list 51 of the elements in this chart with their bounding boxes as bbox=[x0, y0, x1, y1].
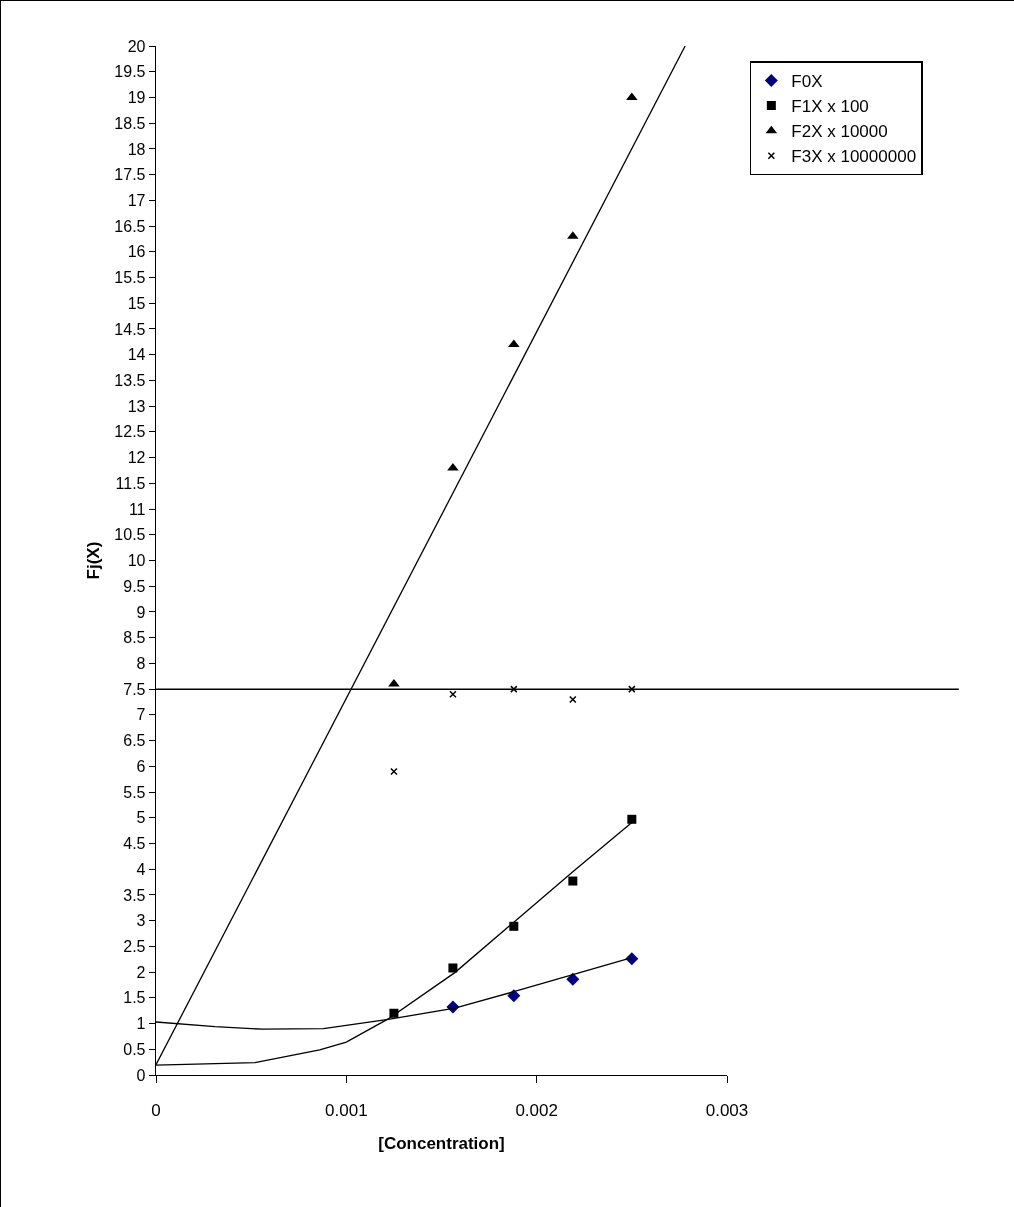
y-tick-label: 12 bbox=[127, 449, 146, 467]
y-tick-label: 9.5 bbox=[123, 577, 146, 595]
y-tick-label: 7.5 bbox=[123, 680, 146, 698]
legend-label: F1X x 100 bbox=[791, 97, 869, 117]
x-axis-title: [Concentration] bbox=[378, 1133, 505, 1153]
y-tick-label: 13 bbox=[127, 397, 146, 415]
y-tick-label: 11.5 bbox=[115, 474, 146, 492]
y-tick-label: 2.5 bbox=[123, 937, 146, 955]
x-tick-label: 0.003 bbox=[705, 1100, 749, 1120]
y-tick-label: 5 bbox=[136, 809, 146, 827]
y-tick-label: 16.5 bbox=[114, 217, 146, 235]
y-tick-label: 6.5 bbox=[123, 732, 146, 750]
y-tick-label: 5.5 bbox=[123, 783, 146, 801]
y-tick-label: 17.5 bbox=[114, 166, 146, 184]
legend-label: F3X x 10000000 bbox=[791, 147, 917, 167]
y-tick-label: 17 bbox=[127, 191, 146, 209]
y-tick-label: 10.5 bbox=[114, 526, 146, 544]
y-tick-label: 13.5 bbox=[114, 372, 146, 390]
y-tick-label: 11 bbox=[128, 500, 146, 518]
y-tick-label: 1 bbox=[136, 1015, 146, 1033]
x-tick-label: 0.001 bbox=[325, 1100, 368, 1120]
y-tick-label: 8.5 bbox=[123, 629, 146, 647]
y-tick-label: 10 bbox=[127, 552, 146, 570]
y-tick-label: 9 bbox=[136, 603, 146, 621]
y-tick-label: 7 bbox=[136, 706, 146, 724]
y-tick-label: 8 bbox=[136, 655, 146, 672]
y-tick-label: 14.5 bbox=[114, 320, 146, 338]
y-tick-label: 4 bbox=[136, 860, 146, 878]
y-tick-label: 3.5 bbox=[123, 886, 146, 904]
y-tick-label: 2 bbox=[136, 963, 146, 981]
y-axis-title: Fj(X) bbox=[84, 541, 104, 580]
x-tick-label: 0 bbox=[151, 1100, 161, 1120]
y-tick-label: 1.5 bbox=[123, 989, 146, 1007]
y-tick-label: 0 bbox=[136, 1066, 146, 1084]
y-tick-label: 3 bbox=[136, 912, 146, 930]
legend-label: F0X bbox=[791, 72, 823, 92]
y-tick-label: 19 bbox=[127, 89, 146, 107]
y-tick-label: 18.5 bbox=[114, 114, 146, 132]
y-tick-label: 19.5 bbox=[114, 63, 146, 81]
y-tick-label: 6 bbox=[136, 757, 146, 775]
y-tick-label: 15.5 bbox=[114, 269, 146, 287]
y-tick-label: 18 bbox=[127, 140, 146, 158]
y-tick-label: 20 bbox=[127, 37, 146, 55]
y-tick-label: 14 bbox=[127, 346, 146, 364]
y-tick-label: 4.5 bbox=[123, 835, 146, 853]
x-tick-label: 0.002 bbox=[515, 1100, 558, 1120]
y-tick-label: 16 bbox=[127, 243, 146, 261]
legend-label: F2X x 10000 bbox=[791, 122, 888, 142]
y-tick-label: 0.5 bbox=[123, 1040, 146, 1058]
y-tick-label: 15 bbox=[127, 294, 146, 312]
y-tick-label: 12.5 bbox=[114, 423, 146, 441]
